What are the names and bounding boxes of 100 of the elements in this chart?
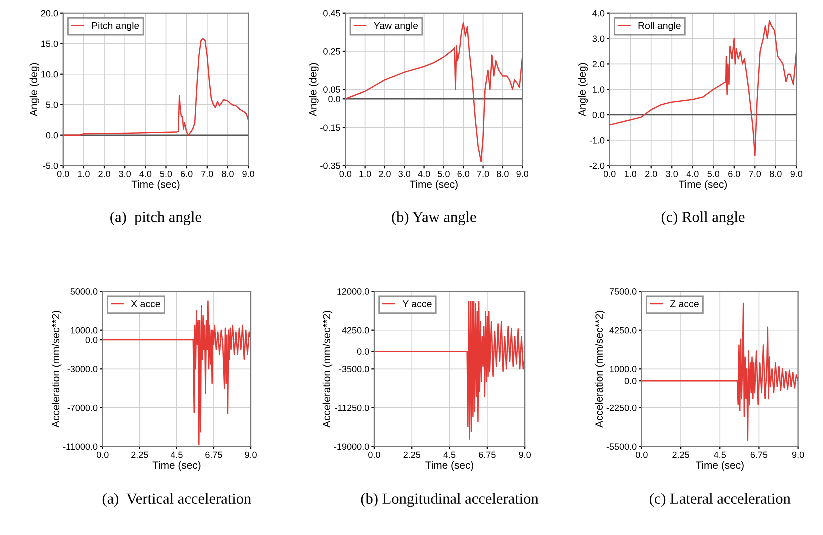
y-axis-title: Angle (deg): [309, 63, 319, 117]
x-tick-label: 0.0: [57, 170, 70, 178]
y-tick-label: 0.0: [592, 112, 605, 118]
x-tick-label: 9.0: [242, 170, 254, 178]
legend-label: Pitch angle: [92, 22, 140, 32]
legend-label: X acce: [131, 300, 160, 308]
legend-label: Z acce: [670, 300, 699, 308]
line-series: [610, 20, 797, 156]
x-tick-label: 0.0: [636, 452, 648, 458]
x-tick-label: 3.0: [666, 170, 678, 178]
y-tick-label: -1.0: [590, 137, 605, 144]
x-tick-label: 3.0: [398, 170, 411, 178]
legend-label: Y acce: [402, 300, 432, 308]
y-tick-label: -11250.0: [335, 404, 370, 412]
y-tick-label: 0.0: [624, 378, 637, 384]
x-tick-label: 9.0: [245, 452, 257, 458]
x-tick-label: 2.0: [98, 170, 110, 178]
x-tick-label: 4.5: [444, 452, 456, 458]
text: (b) Yaw angle: [392, 212, 476, 226]
y-tick-label: -3500.0: [339, 366, 370, 373]
y-tick-label: -5.0: [43, 162, 58, 170]
y-axis-title: Acceleration (mm/sec**2): [322, 311, 333, 428]
legend-label: Yaw angle: [374, 22, 418, 32]
x-tick-label: 8.0: [770, 170, 782, 178]
x-tick-label: 7.0: [202, 170, 214, 178]
x-tick-label: 2.0: [379, 170, 391, 178]
y-tick-label: 0.25: [324, 48, 340, 55]
x-tick-label: 5.0: [160, 170, 172, 178]
legend-label: Roll angle: [638, 22, 681, 32]
x-tick-label: 6.75: [479, 452, 496, 458]
x-tick-label: 8.0: [222, 170, 234, 178]
line-series: [374, 300, 526, 440]
text: (c) Lateral acceleration: [650, 493, 791, 508]
x-tick-label: 5.0: [708, 170, 720, 178]
y-axis-title: Angle (deg): [30, 63, 40, 117]
x-tick-label: 6.0: [181, 170, 193, 178]
line-series: [63, 38, 249, 136]
y-tick-label: 4250.0: [610, 327, 637, 334]
x-tick-label: 3.0: [119, 170, 132, 178]
x-tick-label: 7.0: [477, 170, 490, 178]
x-tick-label: 2.25: [404, 452, 421, 458]
y-tick-label: 12000.0: [338, 288, 370, 295]
text: (a) pitch angle: [110, 212, 202, 226]
y-tick-label: 10.0: [42, 71, 58, 78]
y-tick-label: -7000.0: [68, 404, 98, 412]
x-tick-label: 0.0: [368, 452, 380, 458]
x-tick-label: 6.0: [728, 170, 740, 178]
x-tick-label: 2.0: [646, 170, 658, 178]
x-tick-label: 9.0: [790, 170, 803, 178]
line-series: [642, 302, 798, 442]
x-axis-title: Time (sec): [152, 461, 201, 472]
x-axis-title: Time (sec): [410, 180, 458, 190]
y-tick-label: -0.15: [320, 124, 340, 132]
x-tick-label: 4.0: [418, 170, 430, 178]
y-tick-label: -0.35: [320, 162, 340, 170]
x-tick-label: 6.0: [458, 170, 470, 178]
x-tick-label: 5.0: [438, 170, 450, 178]
x-tick-label: 2.25: [672, 452, 690, 458]
y-tick-label: 2.0: [592, 61, 605, 68]
text: (c) Roll angle: [662, 212, 745, 226]
y-tick-label: 4250.0: [342, 327, 370, 334]
y-tick-label: 4.0: [592, 10, 605, 17]
x-tick-label: 4.0: [140, 170, 152, 178]
x-tick-label: 7.0: [749, 170, 762, 178]
y-tick-label: -2250.0: [606, 404, 637, 412]
y-tick-label: 15.0: [42, 40, 58, 48]
y-tick-label: 0.0: [46, 132, 58, 139]
y-axis-title: Acceleration (mm/sec**2): [52, 311, 62, 428]
x-tick-label: 2.25: [132, 452, 148, 458]
y-tick-label: -3000.0: [68, 366, 98, 373]
x-axis-title: Time (sec): [679, 180, 728, 190]
y-tick-label: 0.0: [86, 337, 98, 344]
x-tick-label: 9.0: [792, 452, 804, 458]
y-axis-title: Angle (deg): [578, 63, 588, 117]
x-tick-label: 9.0: [519, 452, 531, 458]
y-tick-label: 1.0: [593, 86, 605, 93]
line-series: [346, 22, 523, 163]
x-tick-label: 6.75: [750, 452, 768, 458]
x-tick-label: 0.0: [96, 452, 109, 458]
y-tick-label: 1000.0: [71, 327, 98, 334]
y-tick-label: 0.05: [324, 86, 340, 93]
y-tick-label: 5000.0: [70, 288, 98, 295]
x-tick-label: 6.75: [206, 452, 222, 458]
x-tick-label: 4.5: [170, 452, 183, 458]
x-axis-title: Time (sec): [696, 461, 744, 472]
y-tick-label: 3.0: [592, 36, 605, 42]
y-tick-label: -5500.0: [606, 444, 637, 450]
y-tick-label: -11000.0: [63, 444, 98, 450]
y-tick-label: -19000.0: [334, 444, 370, 450]
x-tick-label: 4.5: [714, 452, 726, 458]
y-tick-label: 5.0: [46, 102, 58, 108]
x-axis-title: Time (sec): [426, 461, 474, 472]
text: (b) Longitudinal acceleration: [361, 493, 539, 508]
y-tick-label: 20.0: [41, 10, 58, 17]
y-tick-label: 1000.0: [610, 366, 637, 373]
y-tick-label: -2.0: [590, 162, 605, 170]
y-axis-title: Acceleration (mm/sec**2): [595, 311, 606, 428]
x-axis-title: Time (sec): [132, 180, 180, 190]
text: (a) Vertical acceleration: [102, 493, 252, 508]
x-tick-label: 9.0: [516, 170, 529, 178]
